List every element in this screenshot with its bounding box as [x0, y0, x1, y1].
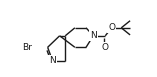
Text: N: N [90, 31, 97, 40]
Text: O: O [108, 23, 115, 32]
Text: N: N [49, 56, 56, 65]
Text: Br: Br [23, 43, 32, 52]
Text: O: O [102, 43, 109, 52]
